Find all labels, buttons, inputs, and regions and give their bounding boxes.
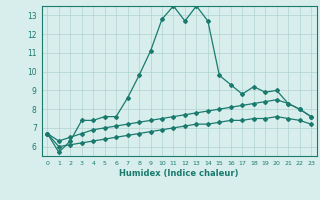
X-axis label: Humidex (Indice chaleur): Humidex (Indice chaleur): [119, 169, 239, 178]
